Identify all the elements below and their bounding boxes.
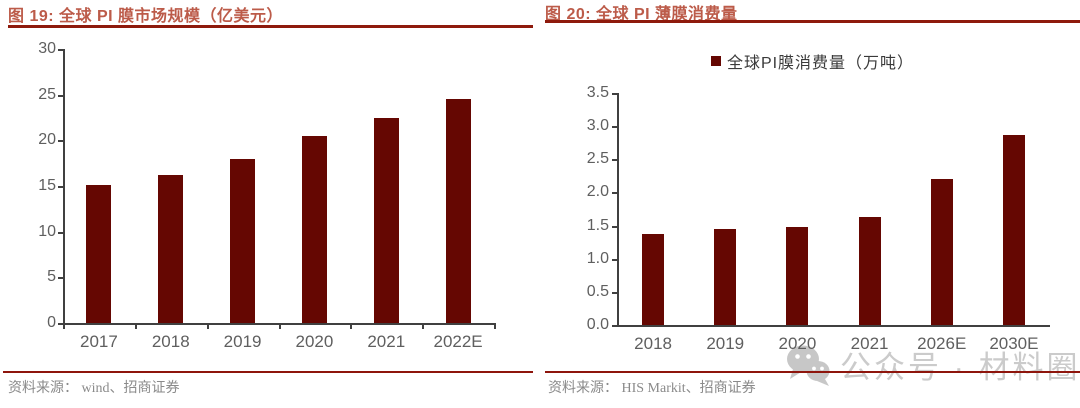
y-axis-tick-label: 0 <box>47 314 56 331</box>
x-axis-category-label: 2020 <box>778 334 817 353</box>
x-axis-category-label: 2026E <box>917 334 967 353</box>
x-axis-category-label: 2017 <box>80 332 118 351</box>
y-axis-tick <box>58 140 63 143</box>
y-axis-tick-label: 2.0 <box>586 183 609 201</box>
bar <box>714 228 737 325</box>
x-axis-tick <box>422 323 425 329</box>
chart-panel-market-size: 图 19: 全球 PI 膜市场规模（亿美元） 0 5 10 15 20 25 30 2017 2… <box>3 0 533 408</box>
y-axis-tick-label: 15 <box>38 177 56 194</box>
y-axis-tick <box>58 277 63 280</box>
x-axis-tick <box>63 323 65 329</box>
bar <box>642 233 665 325</box>
bar <box>86 185 112 323</box>
bar <box>1002 134 1025 325</box>
y-axis-tick-label: 1.0 <box>586 249 609 267</box>
bar <box>930 179 953 325</box>
y-axis-tick-label: 5 <box>47 268 56 286</box>
y-axis-line <box>63 49 65 325</box>
y-axis-tick <box>612 192 617 195</box>
x-axis-category-label: 2020 <box>295 332 334 351</box>
y-axis-tick <box>58 231 63 234</box>
bar <box>301 135 327 323</box>
y-axis-tick-label: 1.5 <box>586 216 609 234</box>
y-axis-tick-label: 3.5 <box>586 84 609 101</box>
y-axis-tick-label: 3.0 <box>586 117 609 135</box>
x-axis-category-label: 2022E <box>433 332 483 351</box>
footer-rule <box>3 371 533 373</box>
x-axis-line <box>617 325 1050 327</box>
x-axis-category-label: 2018 <box>151 332 190 351</box>
chart-panel-consumption: 图 20: 全球 PI 薄膜消费量 全球PI膜消费量（万吨） 0.0 0.5 1.0… <box>545 0 1080 408</box>
bar-chart-consumption: 0.0 0.5 1.0 1.5 2.0 2.5 3.0 3.5 2018 2019 2020 2021… <box>545 0 1080 408</box>
y-axis-tick-label: 10 <box>38 222 56 240</box>
y-axis-tick-label: 30 <box>38 40 56 57</box>
legend-label: 全球PI膜消费量（万吨） <box>726 55 915 72</box>
y-axis-tick <box>612 325 617 327</box>
bar <box>230 158 256 323</box>
y-axis-tick <box>612 225 617 228</box>
x-axis-tick <box>134 323 137 329</box>
x-axis-category-label: 2030E <box>989 334 1039 353</box>
y-axis-tick-label: 25 <box>38 85 56 103</box>
y-axis-tick <box>58 323 63 325</box>
title-rule <box>8 25 533 28</box>
bar <box>858 216 881 325</box>
y-axis-tick <box>58 49 63 51</box>
chart-legend: 全球PI膜消费量（万吨） <box>545 49 1080 73</box>
bar <box>158 175 184 323</box>
y-axis-line <box>617 93 619 327</box>
y-axis-tick <box>58 186 63 188</box>
x-axis-tick <box>494 323 496 329</box>
source-note: 资料来源： wind、招商证券 <box>8 381 180 396</box>
wechat-watermark: 公众号 · 材料圈 <box>784 340 1080 388</box>
y-axis-tick-label: 2.5 <box>586 150 609 168</box>
bar <box>786 226 809 325</box>
bar-chart-market-size: 0 5 10 15 20 25 30 2017 2018 2019 2020 2021 2022E <box>8 0 533 408</box>
x-axis-category-label: 2018 <box>634 334 672 353</box>
legend-swatch <box>710 56 721 66</box>
y-axis-tick <box>612 126 617 129</box>
title-rule <box>545 20 1080 23</box>
y-axis-tick <box>612 93 617 95</box>
x-axis-category-label: 2019 <box>706 334 745 353</box>
y-axis-tick-label: 20 <box>38 131 56 149</box>
x-axis-tick <box>278 323 281 329</box>
x-axis-category-label: 2019 <box>223 332 262 351</box>
x-axis-tick <box>206 323 209 329</box>
x-axis-tick <box>350 323 353 329</box>
y-axis-tick-label: 0.5 <box>586 282 609 300</box>
x-axis-category-label: 2021 <box>850 334 889 353</box>
x-axis-category-label: 2021 <box>367 332 406 351</box>
chart-title: 图 19: 全球 PI 膜市场规模（亿美元） <box>8 8 284 25</box>
chart-title: 图 20: 全球 PI 薄膜消费量 <box>545 6 738 23</box>
y-axis-tick <box>612 291 617 294</box>
bar <box>445 99 471 323</box>
bar <box>373 117 399 323</box>
footer-rule <box>545 371 1080 373</box>
source-note: 资料来源： HIS Markit、招商证券 <box>548 381 756 396</box>
y-axis-tick <box>612 258 617 261</box>
y-axis-tick <box>612 159 617 162</box>
watermark-text: 公众号 · 材料圈 <box>840 349 1080 385</box>
y-axis-tick-label: 0.0 <box>586 316 609 333</box>
y-axis-tick <box>58 94 63 97</box>
